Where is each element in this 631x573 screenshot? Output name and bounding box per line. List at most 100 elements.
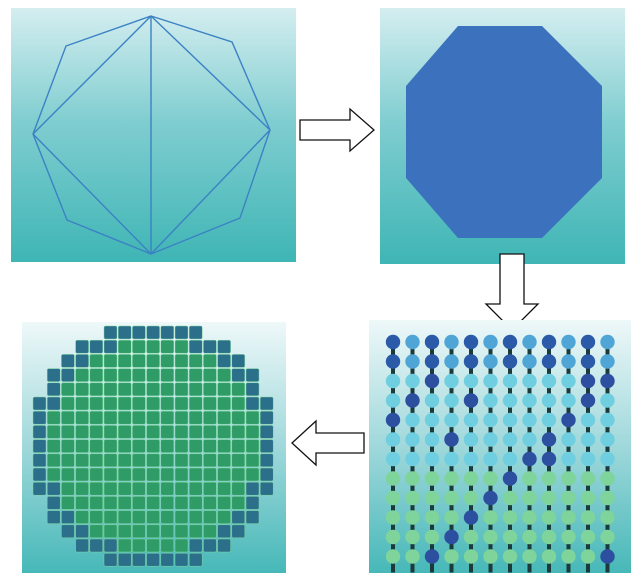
block: [75, 410, 89, 425]
block: [46, 368, 61, 382]
block: [203, 382, 217, 397]
pin: [391, 537, 395, 553]
block: [89, 382, 104, 397]
pin: [566, 361, 571, 378]
pin: [391, 517, 395, 534]
block: [103, 496, 118, 510]
pin: [508, 537, 512, 553]
block: [61, 524, 75, 539]
block: [174, 410, 189, 425]
block: [203, 467, 217, 482]
block: [89, 510, 104, 524]
pin: [410, 556, 415, 573]
block: [146, 354, 160, 368]
block: [132, 425, 146, 439]
sphere: [502, 393, 518, 408]
block: [217, 382, 231, 397]
pin: [508, 361, 512, 378]
block: [117, 552, 132, 567]
pin: [391, 400, 395, 417]
block: [217, 410, 231, 425]
sphere: [405, 529, 420, 545]
pin: [547, 420, 551, 436]
block: [217, 425, 231, 439]
block: [174, 538, 189, 553]
sphere: [522, 373, 537, 389]
block: [117, 439, 132, 453]
block: [103, 396, 118, 411]
sphere: [502, 471, 518, 486]
block: [174, 453, 189, 468]
sphere: [385, 490, 401, 506]
pin: [391, 420, 395, 436]
sphere: [502, 334, 518, 350]
sphere: [541, 529, 557, 545]
sphere: [424, 354, 440, 369]
pin: [527, 459, 532, 475]
block: [32, 481, 47, 496]
sphere: [405, 432, 420, 447]
sphere: [463, 432, 479, 447]
pin: [586, 420, 590, 436]
arrow-right-icon: [298, 106, 376, 154]
sphere: [463, 490, 479, 506]
block: [75, 538, 89, 553]
block: [217, 396, 231, 411]
block: [117, 325, 132, 340]
sphere: [541, 432, 557, 447]
block: [188, 354, 203, 368]
pin: [430, 459, 434, 475]
sphere: [444, 451, 459, 467]
sphere: [405, 334, 420, 350]
pin: [430, 478, 434, 495]
block: [132, 538, 146, 553]
pin: [566, 537, 571, 553]
block: [89, 339, 104, 354]
sphere: [541, 334, 557, 350]
block: [75, 354, 89, 368]
sphere: [600, 373, 615, 389]
sphere: [502, 373, 518, 389]
sphere: [463, 412, 479, 428]
block: [32, 439, 47, 453]
sphere: [541, 354, 557, 369]
block: [89, 467, 104, 482]
sphere: [600, 490, 615, 506]
pin: [508, 400, 512, 417]
pin: [508, 420, 512, 436]
block: [245, 467, 260, 482]
sphere: [522, 471, 537, 486]
wireframe-octagon-drawing: [32, 15, 271, 255]
block: [117, 425, 132, 439]
sphere: [522, 529, 537, 545]
pin: [488, 439, 493, 456]
block: [132, 396, 146, 411]
block: [217, 439, 231, 453]
sphere: [405, 510, 420, 525]
block: [217, 453, 231, 468]
sphere: [522, 354, 537, 369]
block: [75, 396, 89, 411]
sphere: [522, 510, 537, 525]
block: [217, 467, 231, 482]
block: [146, 368, 160, 382]
sphere: [405, 451, 420, 467]
pin: [449, 439, 454, 456]
block: [103, 439, 118, 453]
pin: [449, 478, 454, 495]
sphere: [444, 393, 459, 408]
block: [160, 354, 175, 368]
pin: [605, 478, 610, 495]
block: [231, 453, 246, 468]
block: [203, 439, 217, 453]
block: [174, 510, 189, 524]
pin: [586, 459, 590, 475]
block: [259, 439, 274, 453]
block: [259, 425, 274, 439]
block: [259, 467, 274, 482]
wireframe-octagon-panel: [11, 8, 296, 262]
block: [245, 382, 260, 397]
sphere: [600, 432, 615, 447]
pin: [488, 459, 493, 475]
sphere: [522, 490, 537, 506]
